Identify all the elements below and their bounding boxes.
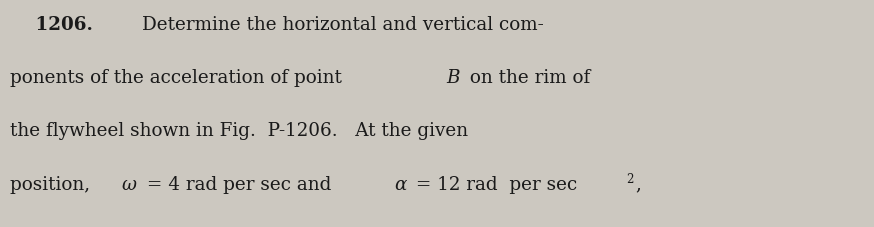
Text: position,: position, <box>10 175 96 194</box>
Text: B: B <box>447 69 460 87</box>
Text: = 12 rad  per sec: = 12 rad per sec <box>410 175 577 194</box>
Text: ,: , <box>635 175 642 194</box>
Text: 1206.: 1206. <box>10 15 113 34</box>
Text: ponents of the acceleration of point: ponents of the acceleration of point <box>10 69 348 87</box>
Text: ω: ω <box>121 175 136 194</box>
Text: on the rim of: on the rim of <box>464 69 590 87</box>
Text: α: α <box>394 175 406 194</box>
Text: Determine the horizontal and vertical com-: Determine the horizontal and vertical co… <box>142 15 544 34</box>
Text: 2: 2 <box>626 173 633 186</box>
Text: the flywheel shown in Fig.  P-1206.   At the given: the flywheel shown in Fig. P-1206. At th… <box>10 122 468 140</box>
Text: = 4 rad per sec and: = 4 rad per sec and <box>141 175 337 194</box>
